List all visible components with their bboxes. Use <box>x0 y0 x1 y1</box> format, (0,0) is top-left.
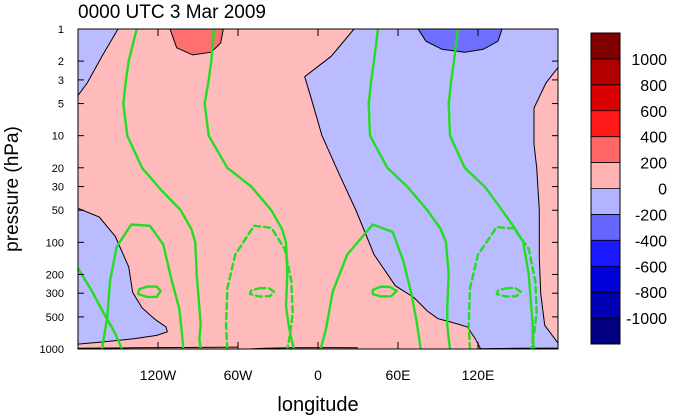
contour-solid-1 <box>203 29 296 349</box>
colorbar-box-9 <box>591 266 620 293</box>
zero-contour-1 <box>78 207 168 345</box>
x-tick-label-120W: 120W <box>140 367 177 383</box>
contour-solid-8 <box>371 285 398 298</box>
contour-solid-0 <box>122 29 202 349</box>
colorbar-box-6 <box>591 188 620 215</box>
colorbar-label--600: -600 <box>635 259 667 276</box>
contour-dashed-9 <box>224 224 294 349</box>
colorbar-box-1 <box>591 58 620 86</box>
contour-dashed-12 <box>495 286 522 298</box>
zero-contour-2 <box>304 29 482 349</box>
contour-dashed-11 <box>467 225 538 349</box>
y-tick-label-5: 5 <box>58 99 64 111</box>
contour-solid-2 <box>367 29 452 349</box>
y-tick-label-10: 10 <box>52 131 64 143</box>
x-tick-label-120E: 120E <box>462 367 495 383</box>
contour-solid-5 <box>100 223 185 349</box>
colorbar-box-10 <box>591 292 620 319</box>
y-tick-label-200: 200 <box>46 269 64 281</box>
colorbar-box-5 <box>591 162 620 189</box>
colorbar-label-0: 0 <box>658 182 667 199</box>
colorbar-box-11 <box>591 318 620 345</box>
x-tick-label-60W: 60W <box>224 367 254 383</box>
colorbar-box-2 <box>591 84 620 112</box>
y-tick-label-50: 50 <box>52 205 64 217</box>
colorbar-box-7 <box>591 214 620 241</box>
fill-region-6 <box>170 29 224 55</box>
y-tick-label-1000: 1000 <box>40 344 64 356</box>
zero-contour-5 <box>417 29 503 53</box>
colorbar-label--1000: -1000 <box>626 311 667 328</box>
y-axis: 1 2 3 5 10 20 30 50 100 200 300 500 1000 <box>40 24 558 356</box>
contour-lines <box>78 29 558 349</box>
contour-solid-7 <box>319 223 422 349</box>
y-tick-label-500: 500 <box>46 312 64 324</box>
y-tick-label-20: 20 <box>52 163 64 175</box>
zero-contour-0 <box>78 29 119 96</box>
x-tick-label-60E: 60E <box>386 367 411 383</box>
contour-dashed-10 <box>248 286 276 298</box>
x-axis-label: longitude <box>277 394 358 416</box>
contour-solid-6 <box>136 285 162 299</box>
colorbar-label-600: 600 <box>640 104 667 121</box>
contour-solid-4 <box>78 267 124 349</box>
y-tick-label-30: 30 <box>52 182 64 194</box>
colorbar-box-0 <box>591 33 620 60</box>
colorbar-box-8 <box>591 240 620 267</box>
x-axis: 120W 60W 0 60E 120E <box>140 29 495 383</box>
fill-region-2 <box>78 208 168 345</box>
colorbar-label--800: -800 <box>635 285 667 302</box>
colorbar-label-1000: 1000 <box>631 52 667 69</box>
y-tick-label-100: 100 <box>46 237 64 249</box>
colorbar-label--400: -400 <box>635 233 667 250</box>
contour-solid-3 <box>447 29 536 349</box>
y-axis-label: pressure (hPa) <box>2 126 23 252</box>
y-tick-label-1: 1 <box>58 24 64 36</box>
x-tick-label-0: 0 <box>314 367 322 383</box>
colorbar-label-200: 200 <box>640 156 667 173</box>
colorbar-label-400: 400 <box>640 130 667 147</box>
y-tick-label-3: 3 <box>58 75 64 87</box>
zero-contour-4 <box>169 29 224 56</box>
y-tick-label-300: 300 <box>46 288 64 300</box>
zero-contour-3 <box>533 67 558 344</box>
colorbar-box-4 <box>591 136 620 163</box>
colorbar: 1000 800 600 400 200 0 -200 -400 -600 -800 -1000 <box>590 32 667 345</box>
colorbar-box-3 <box>591 110 620 138</box>
chart-title: 0000 UTC 3 Mar 2009 <box>78 2 266 23</box>
fill-region-7 <box>418 29 502 53</box>
colorbar-label-800: 800 <box>640 78 667 95</box>
colorbar-label--200: -200 <box>635 207 667 224</box>
y-tick-label-2: 2 <box>58 56 64 68</box>
